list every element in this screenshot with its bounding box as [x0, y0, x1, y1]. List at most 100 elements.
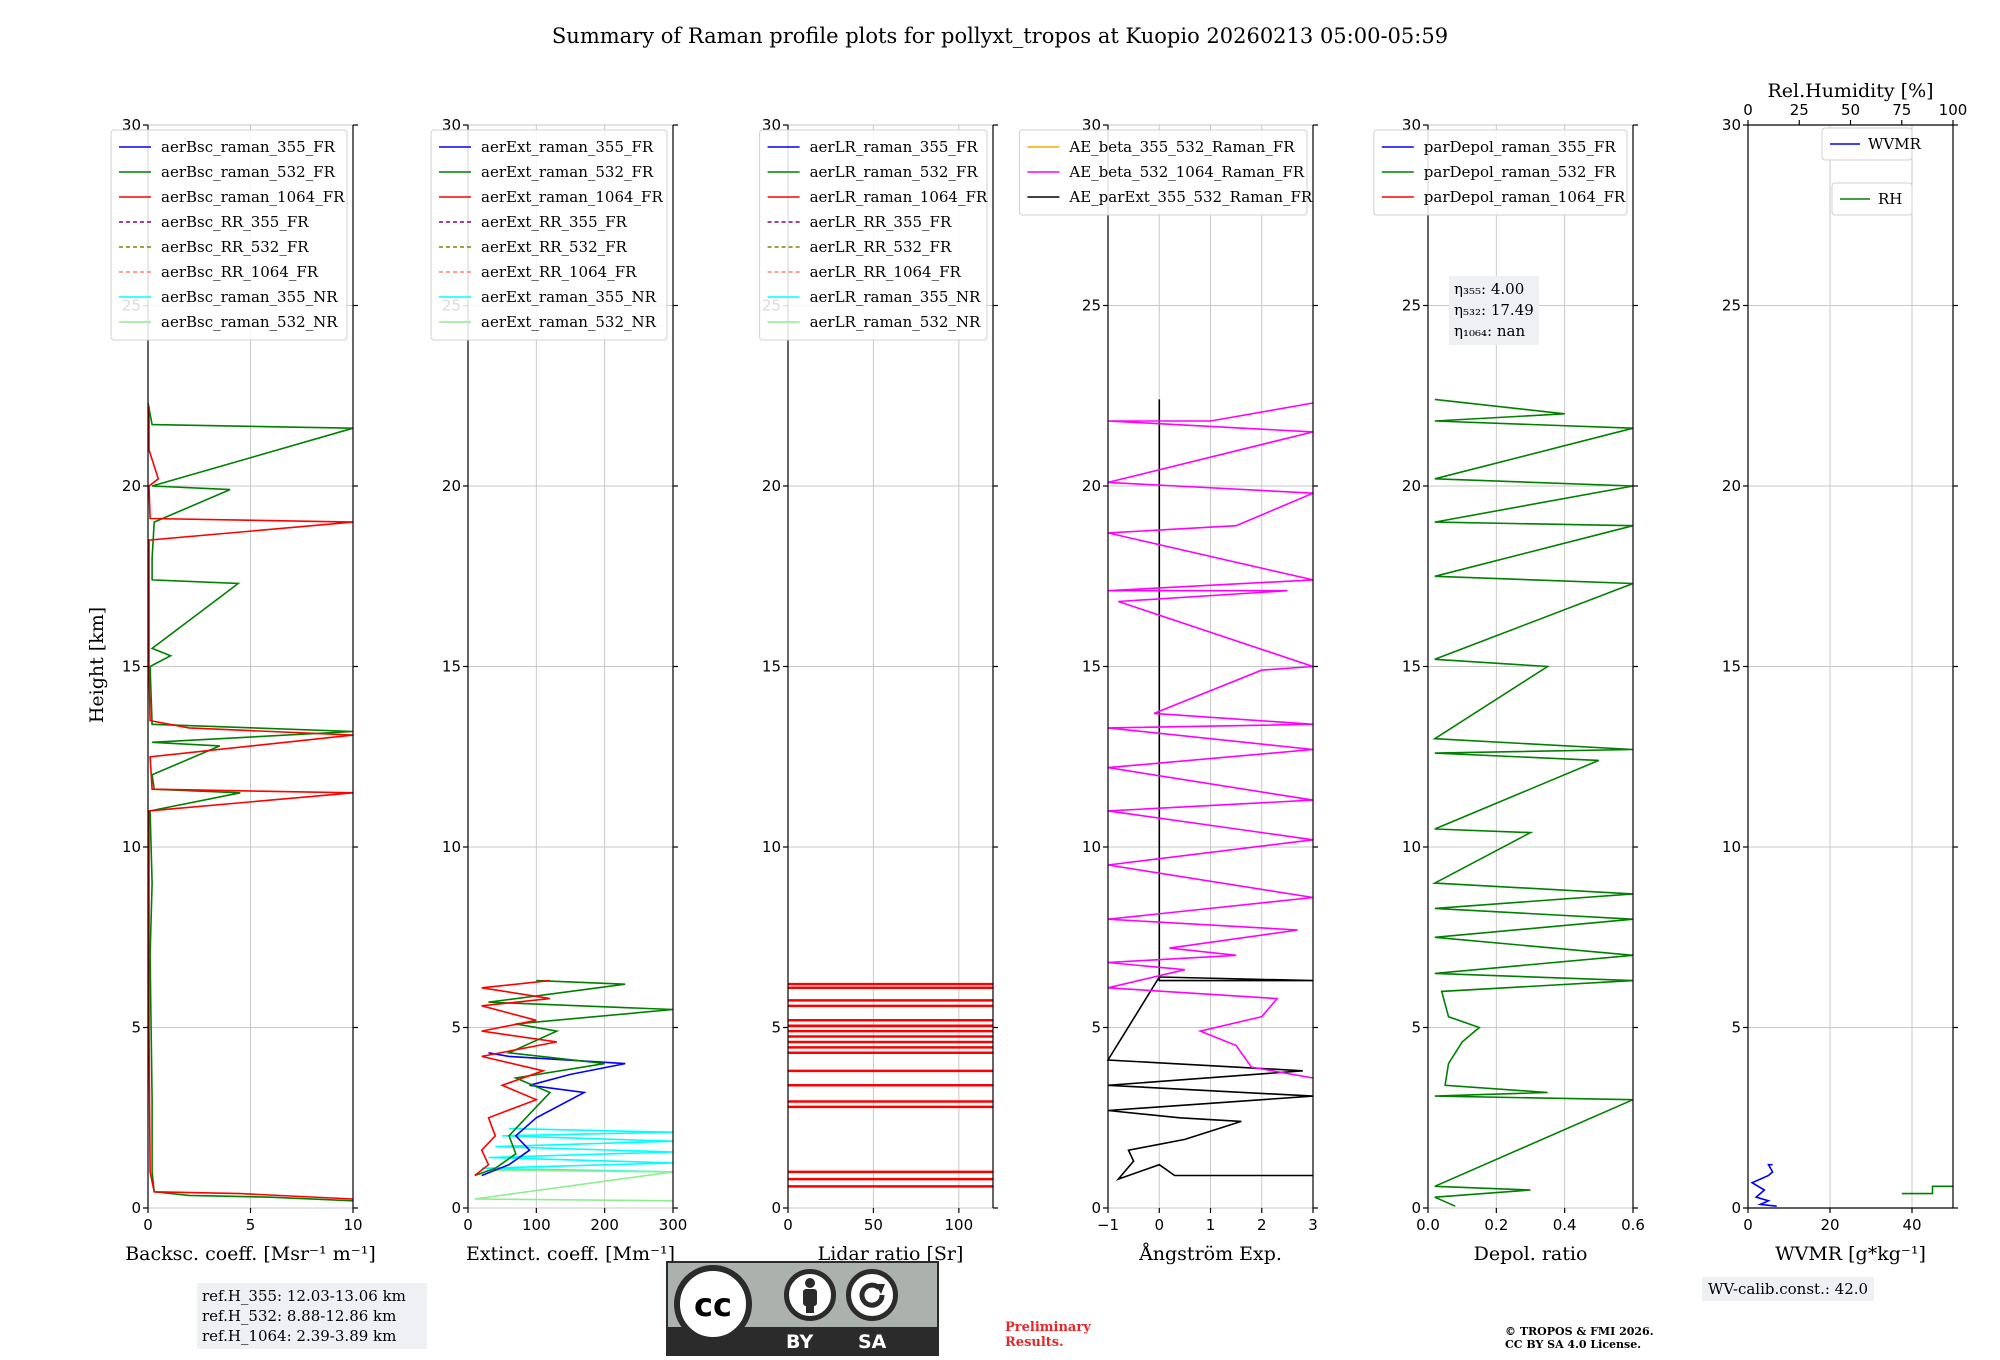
legend-label: RH [1878, 190, 1902, 208]
y-tick-label: 15 [762, 658, 781, 676]
y-tick-label: 10 [1402, 838, 1421, 856]
x-tick-label: 1 [1206, 1216, 1216, 1234]
series-line-WVMR [1750, 1163, 1777, 1207]
legend-label: aerExt_RR_355_FR [481, 213, 628, 231]
legend-label: aerBsc_raman_355_FR [161, 138, 336, 156]
legend-label: aerLR_raman_355_FR [810, 138, 979, 156]
eta-box: η₃₅₅: 4.00 η₅₃₂: 17.49 η₁₀₆₄: nan [1449, 276, 1539, 345]
x-tick-label: 3 [1308, 1216, 1318, 1234]
top-x-tick-label: 25 [1790, 101, 1809, 119]
legend-label: parDepol_raman_355_FR [1424, 138, 1617, 156]
legend-label: aerExt_RR_532_FR [481, 238, 628, 256]
legend: aerLR_raman_355_FR aerLR_raman_532_FR aerL… [759, 129, 988, 341]
x-tick-label: 0.2 [1484, 1216, 1508, 1234]
legend-label: aerExt_raman_355_FR [481, 138, 654, 156]
legend-label: aerLR_raman_1064_FR [810, 188, 988, 206]
x-axis-label: Ångström Exp. [1138, 1243, 1282, 1265]
y-tick-label: 5 [771, 1019, 781, 1037]
y-tick-label: 5 [1411, 1019, 1421, 1037]
y-tick-label: 25 [1402, 297, 1421, 315]
x-tick-label: 0 [143, 1216, 153, 1234]
y-tick-label: 25 [1722, 297, 1741, 315]
panel-2: 0510152025300100200300Extinct. coeff. [M… [430, 116, 688, 1265]
legend-label: aerBsc_raman_532_NR [161, 313, 338, 331]
legend-label: aerLR_RR_355_FR [810, 213, 952, 231]
legend-WVMR: WVMR [1821, 127, 1922, 161]
cc-by-label: BY [786, 1331, 814, 1353]
eta-532: η₅₃₂: 17.49 [1454, 301, 1534, 319]
legend-label: parDepol_raman_532_FR [1424, 163, 1617, 181]
x-tick-label: −1 [1097, 1216, 1119, 1234]
legend-label: aerLR_raman_355_NR [810, 288, 981, 306]
y-tick-label: 0 [1731, 1199, 1741, 1217]
legend-label: aerLR_RR_532_FR [810, 238, 952, 256]
y-tick-label: 10 [122, 838, 141, 856]
series-line-aerExt_raman_532_NR [474, 1169, 674, 1202]
wv-calib-box: WV-calib.const.: 42.0 [1702, 1277, 1875, 1301]
x-axis-label: Extinct. coeff. [Mm⁻¹] [466, 1243, 675, 1265]
figure-title: Summary of Raman profile plots for polly… [552, 24, 1448, 48]
cc-icon: cc [674, 1265, 752, 1343]
ref-h-355: ref.H_355: 12.03-13.06 km [202, 1287, 406, 1305]
x-tick-label: 0.4 [1553, 1216, 1577, 1234]
legend: aerBsc_raman_355_FR aerBsc_raman_532_FRae… [110, 129, 348, 341]
legend: AE_beta_355_532_Raman_FR AE_beta_532_1064… [1018, 129, 1313, 216]
series-line-AE_parExt_355_532_Raman_FR [1106, 399, 1314, 1181]
top-x-tick-label: 50 [1841, 101, 1860, 119]
person-icon [784, 1269, 836, 1321]
legend-label: aerBsc_raman_355_NR [161, 288, 338, 306]
series-line-parDepol_raman_532_FR [1431, 398, 1634, 1207]
x-axis-label: Depol. ratio [1474, 1243, 1588, 1265]
x-tick-label: 100 [522, 1216, 551, 1234]
y-tick-label: 0 [1411, 1199, 1421, 1217]
y-axis-label: Height [km] [86, 607, 108, 723]
y-tick-label: 20 [442, 477, 461, 495]
y-tick-label: 15 [1402, 658, 1421, 676]
legend-label: AE_beta_355_532_Raman_FR [1068, 138, 1295, 156]
x-tick-label: 10 [343, 1216, 362, 1234]
legend-label: aerLR_raman_532_NR [810, 313, 981, 331]
y-tick-label: 5 [131, 1019, 141, 1037]
x-tick-label: 40 [1902, 1216, 1921, 1234]
y-tick-label: 0 [771, 1199, 781, 1217]
legend-RH: RH [1831, 182, 1913, 216]
x-tick-label: 300 [659, 1216, 688, 1234]
legend-box [1821, 127, 1913, 161]
y-tick-label: 20 [1082, 477, 1101, 495]
x-tick-label: 100 [945, 1216, 974, 1234]
legend-label: aerExt_raman_532_NR [481, 313, 657, 331]
x-tick-label: 0 [1743, 1216, 1753, 1234]
reference-height-box: ref.H_355: 12.03-13.06 km ref.H_532: 8.8… [197, 1283, 427, 1349]
legend-box [430, 129, 668, 341]
ref-h-532: ref.H_532: 8.88-12.86 km [202, 1307, 397, 1325]
ref-h-1064: ref.H_1064: 2.39-3.89 km [202, 1327, 397, 1345]
cc-sa-label: SA [858, 1331, 887, 1353]
y-tick-label: 20 [1722, 477, 1741, 495]
panel-3: 051015202530050100Lidar ratio [Sr]aerLR_… [759, 116, 998, 1265]
top-x-tick-label: 0 [1743, 101, 1753, 119]
legend-label: AE_beta_532_1064_Raman_FR [1068, 163, 1304, 181]
y-tick-label: 15 [1082, 658, 1101, 676]
legend-box [110, 129, 348, 341]
x-tick-label: 0.0 [1416, 1216, 1440, 1234]
y-tick-label: 20 [122, 477, 141, 495]
series-line-aerBsc_raman_532_FR [147, 402, 354, 1202]
x-axis-label: WVMR [g*kg⁻¹] [1775, 1243, 1926, 1265]
legend-box [759, 129, 988, 341]
y-tick-label: 15 [1722, 658, 1741, 676]
y-tick-label: 5 [451, 1019, 461, 1037]
y-tick-label: 0 [451, 1199, 461, 1217]
legend-label: aerLR_raman_532_FR [810, 163, 979, 181]
x-tick-label: 0.6 [1621, 1216, 1645, 1234]
eta-355: η₃₅₅: 4.00 [1454, 280, 1525, 298]
x-tick-label: 50 [864, 1216, 883, 1234]
y-tick-label: 20 [762, 477, 781, 495]
legend-label: AE_parExt_355_532_Raman_FR [1068, 188, 1313, 206]
x-tick-label: 20 [1820, 1216, 1839, 1234]
legend-box [1018, 129, 1308, 216]
cc-license-badge: cc BY SA [666, 1261, 939, 1356]
legend: parDepol_raman_355_FR parDepol_raman_532_… [1373, 129, 1628, 216]
legend-label: aerExt_raman_355_NR [481, 288, 657, 306]
